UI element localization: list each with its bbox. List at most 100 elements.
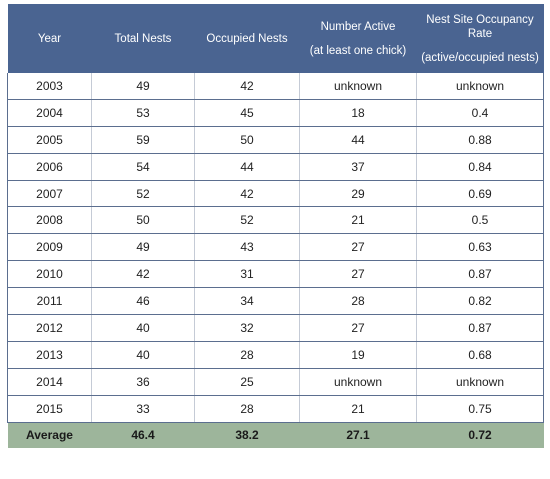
header-number-active-line2: (at least one chick) bbox=[309, 44, 407, 57]
cell-total-nests: 52 bbox=[91, 180, 195, 208]
cell-occupied-nests: 28 bbox=[194, 395, 300, 423]
cell-occupied-nests: 31 bbox=[194, 260, 300, 289]
cell-number-active: 21 bbox=[299, 395, 417, 423]
cell-occupancy-rate: 0.5 bbox=[416, 206, 544, 235]
table-row: 2014 36 25 unknown unknown bbox=[7, 368, 544, 396]
header-year: Year bbox=[7, 4, 92, 73]
cell-total-nests: 46 bbox=[91, 287, 195, 316]
cell-number-active: 19 bbox=[299, 341, 417, 369]
cell-total-nests: 40 bbox=[91, 341, 195, 369]
table-row: 2003 49 42 unknown unknown bbox=[7, 73, 544, 100]
table-row: 2015 33 28 21 0.75 bbox=[7, 395, 544, 423]
cell-year: 2015 bbox=[7, 395, 92, 423]
cell-occupied-nests: 44 bbox=[194, 153, 300, 181]
cell-occupancy-rate: 0.69 bbox=[416, 180, 544, 208]
average-total-nests: 46.4 bbox=[91, 422, 195, 448]
table-row: 2006 54 44 37 0.84 bbox=[7, 153, 544, 181]
cell-total-nests: 50 bbox=[91, 206, 195, 235]
cell-occupancy-rate: unknown bbox=[416, 368, 544, 396]
cell-year: 2009 bbox=[7, 233, 92, 262]
table-row: 2010 42 31 27 0.87 bbox=[7, 260, 544, 289]
header-occupancy-rate: Nest Site Occupancy Rate (active/occupie… bbox=[416, 4, 544, 73]
header-year-label: Year bbox=[37, 32, 62, 45]
cell-occupied-nests: 45 bbox=[194, 99, 300, 127]
cell-total-nests: 53 bbox=[91, 99, 195, 127]
cell-year: 2012 bbox=[7, 314, 92, 342]
cell-total-nests: 33 bbox=[91, 395, 195, 423]
cell-number-active: 21 bbox=[299, 206, 417, 235]
cell-number-active: 28 bbox=[299, 287, 417, 316]
cell-year: 2006 bbox=[7, 153, 92, 181]
cell-occupancy-rate: 0.87 bbox=[416, 260, 544, 289]
cell-number-active: unknown bbox=[299, 73, 417, 100]
header-occupied-nests: Occupied Nests bbox=[194, 4, 300, 73]
table-header: Year Total Nests Occupied Nests Number A… bbox=[7, 4, 544, 73]
header-occupied-nests-label: Occupied Nests bbox=[206, 32, 288, 45]
table-row: 2011 46 34 28 0.82 bbox=[7, 287, 544, 316]
header-occupancy-rate-line1: Nest Site Occupancy bbox=[426, 13, 534, 26]
cell-year: 2007 bbox=[7, 180, 92, 208]
cell-occupied-nests: 42 bbox=[194, 180, 300, 208]
cell-year: 2014 bbox=[7, 368, 92, 396]
cell-occupancy-rate: 0.75 bbox=[416, 395, 544, 423]
cell-number-active: 27 bbox=[299, 260, 417, 289]
cell-total-nests: 49 bbox=[91, 233, 195, 262]
cell-occupied-nests: 34 bbox=[194, 287, 300, 316]
cell-year: 2011 bbox=[7, 287, 92, 316]
table-row: 2012 40 32 27 0.87 bbox=[7, 314, 544, 342]
table-row: 2005 59 50 44 0.88 bbox=[7, 126, 544, 154]
cell-occupancy-rate: 0.87 bbox=[416, 314, 544, 342]
cell-total-nests: 49 bbox=[91, 73, 195, 100]
header-occupancy-rate-line3: (active/occupied nests) bbox=[421, 51, 539, 64]
header-total-nests: Total Nests bbox=[91, 4, 195, 73]
average-occupied-nests: 38.2 bbox=[194, 422, 300, 448]
table-row: 2008 50 52 21 0.5 bbox=[7, 206, 544, 235]
header-number-active: Number Active (at least one chick) bbox=[299, 4, 417, 73]
average-label: Average bbox=[7, 422, 92, 448]
average-number-active: 27.1 bbox=[299, 422, 417, 448]
average-row: Average 46.4 38.2 27.1 0.72 bbox=[7, 422, 544, 448]
cell-total-nests: 40 bbox=[91, 314, 195, 342]
cell-number-active: 29 bbox=[299, 180, 417, 208]
cell-number-active: 37 bbox=[299, 153, 417, 181]
nest-data-table-container: Year Total Nests Occupied Nests Number A… bbox=[7, 4, 544, 448]
header-row: Year Total Nests Occupied Nests Number A… bbox=[7, 4, 544, 73]
cell-year: 2010 bbox=[7, 260, 92, 289]
cell-occupancy-rate: 0.4 bbox=[416, 99, 544, 127]
cell-occupied-nests: 43 bbox=[194, 233, 300, 262]
cell-occupied-nests: 25 bbox=[194, 368, 300, 396]
table-row: 2007 52 42 29 0.69 bbox=[7, 180, 544, 208]
cell-number-active: 18 bbox=[299, 99, 417, 127]
cell-occupancy-rate: 0.88 bbox=[416, 126, 544, 154]
cell-year: 2005 bbox=[7, 126, 92, 154]
cell-occupied-nests: 52 bbox=[194, 206, 300, 235]
table-body: 2003 49 42 unknown unknown 2004 53 45 18 0.4 2005 5… bbox=[7, 73, 544, 448]
table-row: 2009 49 43 27 0.63 bbox=[7, 233, 544, 262]
average-occupancy-rate: 0.72 bbox=[416, 422, 544, 448]
cell-year: 2003 bbox=[7, 73, 92, 100]
cell-occupied-nests: 28 bbox=[194, 341, 300, 369]
cell-number-active: 44 bbox=[299, 126, 417, 154]
cell-occupancy-rate: 0.68 bbox=[416, 341, 544, 369]
cell-occupancy-rate: 0.84 bbox=[416, 153, 544, 181]
cell-occupied-nests: 32 bbox=[194, 314, 300, 342]
cell-occupancy-rate: 0.82 bbox=[416, 287, 544, 316]
header-number-active-line1: Number Active bbox=[320, 20, 396, 33]
nest-data-table: Year Total Nests Occupied Nests Number A… bbox=[7, 4, 544, 448]
cell-total-nests: 36 bbox=[91, 368, 195, 396]
cell-occupied-nests: 42 bbox=[194, 73, 300, 100]
cell-number-active: 27 bbox=[299, 314, 417, 342]
cell-year: 2008 bbox=[7, 206, 92, 235]
cell-total-nests: 59 bbox=[91, 126, 195, 154]
cell-year: 2004 bbox=[7, 99, 92, 127]
cell-occupancy-rate: unknown bbox=[416, 73, 544, 100]
cell-occupancy-rate: 0.63 bbox=[416, 233, 544, 262]
cell-occupied-nests: 50 bbox=[194, 126, 300, 154]
table-row: 2013 40 28 19 0.68 bbox=[7, 341, 544, 369]
header-occupancy-rate-line2: Rate bbox=[467, 27, 493, 40]
cell-number-active: unknown bbox=[299, 368, 417, 396]
table-row: 2004 53 45 18 0.4 bbox=[7, 99, 544, 127]
cell-year: 2013 bbox=[7, 341, 92, 369]
cell-total-nests: 42 bbox=[91, 260, 195, 289]
cell-total-nests: 54 bbox=[91, 153, 195, 181]
